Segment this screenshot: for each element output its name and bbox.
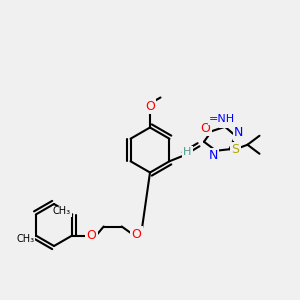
Text: S: S	[232, 143, 239, 156]
Text: N: N	[208, 149, 218, 162]
Text: N: N	[234, 126, 243, 139]
Text: O: O	[200, 122, 210, 135]
Text: CH₃: CH₃	[16, 233, 34, 244]
Text: O: O	[87, 229, 97, 242]
Text: O: O	[132, 227, 142, 241]
Text: O: O	[145, 100, 155, 113]
Text: CH₃: CH₃	[52, 206, 71, 217]
Text: =NH: =NH	[209, 114, 235, 124]
Text: N: N	[220, 114, 230, 127]
Text: H: H	[183, 147, 192, 157]
